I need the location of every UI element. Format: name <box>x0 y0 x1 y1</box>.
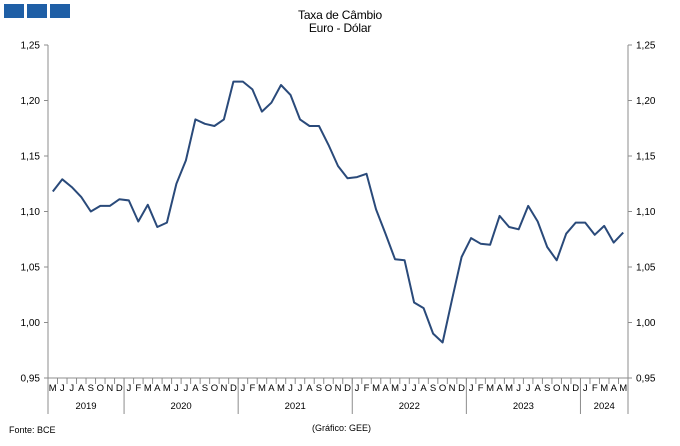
year-label: 2021 <box>285 401 306 412</box>
x-tick-label: O <box>97 383 104 394</box>
x-tick-label: S <box>544 383 550 394</box>
x-tick-label: J <box>60 383 65 394</box>
credit-note: (Gráfico: GEE) <box>312 423 372 433</box>
chart-title: Taxa de Câmbio Euro - Dólar <box>0 9 680 35</box>
x-tick-label: J <box>526 383 531 394</box>
x-tick-label: D <box>230 383 237 394</box>
x-tick-label: F <box>135 383 141 394</box>
x-tick-label: M <box>49 383 57 394</box>
x-tick-label: M <box>163 383 171 394</box>
x-tick-label: A <box>192 383 199 394</box>
x-tick-label: A <box>420 383 427 394</box>
x-tick-label: J <box>583 383 588 394</box>
y-tick-label-left: 1,00 <box>21 318 41 329</box>
x-tick-label: N <box>220 383 227 394</box>
y-tick-label-right: 1,15 <box>636 152 656 163</box>
y-tick-label-left: 1,25 <box>21 41 41 52</box>
year-label: 2020 <box>171 401 192 412</box>
x-tick-label: M <box>258 383 266 394</box>
x-tick-label: N <box>106 383 113 394</box>
y-tick-label-left: 0,95 <box>21 374 41 385</box>
y-tick-label-right: 0,95 <box>636 374 656 385</box>
x-tick-label: J <box>412 383 417 394</box>
x-tick-label: M <box>277 383 285 394</box>
y-tick-label-left: 1,05 <box>21 263 41 274</box>
year-label: 2019 <box>75 401 96 412</box>
x-tick-label: N <box>335 383 342 394</box>
x-tick-label: O <box>211 383 218 394</box>
source-note: Fonte: BCE <box>9 425 56 435</box>
x-tick-label: M <box>505 383 513 394</box>
x-tick-label: S <box>88 383 94 394</box>
x-tick-label: M <box>486 383 494 394</box>
year-label: 2023 <box>513 401 534 412</box>
x-tick-label: F <box>592 383 598 394</box>
year-label: 2022 <box>399 401 420 412</box>
x-tick-label: O <box>439 383 446 394</box>
year-label: 2024 <box>594 401 615 412</box>
x-tick-label: D <box>116 383 123 394</box>
x-tick-label: J <box>469 383 474 394</box>
x-tick-label: J <box>69 383 74 394</box>
series-line <box>52 80 624 344</box>
x-tick-label: N <box>563 383 570 394</box>
x-tick-label: J <box>174 383 179 394</box>
x-tick-label: J <box>355 383 360 394</box>
chart-title-line2: Euro - Dólar <box>308 21 372 35</box>
y-tick-label-right: 1,20 <box>636 96 656 107</box>
x-tick-label: O <box>553 383 560 394</box>
x-tick-label: J <box>516 383 521 394</box>
x-tick-label: A <box>268 383 275 394</box>
x-tick-label: J <box>241 383 246 394</box>
x-tick-label: M <box>144 383 152 394</box>
x-tick-label: M <box>391 383 399 394</box>
x-tick-label: J <box>288 383 293 394</box>
chart-title-line1: Taxa de Câmbio <box>298 8 382 22</box>
logo-block <box>27 4 47 18</box>
x-tick-label: D <box>344 383 351 394</box>
x-tick-label: A <box>496 383 503 394</box>
x-tick-label: D <box>458 383 465 394</box>
x-tick-label: A <box>78 383 85 394</box>
x-tick-label: S <box>202 383 208 394</box>
x-tick-label: A <box>154 383 161 394</box>
y-tick-label-left: 1,20 <box>21 96 41 107</box>
x-tick-label: M <box>619 383 627 394</box>
y-tick-label-left: 1,10 <box>21 207 41 218</box>
x-tick-label: F <box>364 383 370 394</box>
x-tick-label: S <box>316 383 322 394</box>
x-tick-label: M <box>372 383 380 394</box>
y-tick-label-right: 1,05 <box>636 263 656 274</box>
x-tick-label: S <box>430 383 436 394</box>
x-tick-label: A <box>382 383 389 394</box>
y-tick-label-right: 1,25 <box>636 41 656 52</box>
y-tick-label-right: 1,00 <box>636 318 656 329</box>
x-tick-label: J <box>183 383 188 394</box>
logo-block <box>50 4 70 18</box>
x-tick-label: N <box>449 383 456 394</box>
y-tick-label-left: 1,15 <box>21 152 41 163</box>
x-tick-label: F <box>250 383 256 394</box>
y-tick-label-right: 1,10 <box>636 207 656 218</box>
x-tick-label: O <box>325 383 332 394</box>
x-tick-label: A <box>611 383 618 394</box>
x-tick-label: J <box>402 383 407 394</box>
x-tick-label: A <box>306 383 313 394</box>
x-tick-label: M <box>600 383 608 394</box>
x-tick-label: A <box>535 383 542 394</box>
logo <box>4 4 70 18</box>
x-tick-label: D <box>572 383 579 394</box>
x-tick-label: J <box>126 383 131 394</box>
logo-block <box>4 4 24 18</box>
x-tick-label: F <box>478 383 484 394</box>
x-tick-label: J <box>298 383 303 394</box>
